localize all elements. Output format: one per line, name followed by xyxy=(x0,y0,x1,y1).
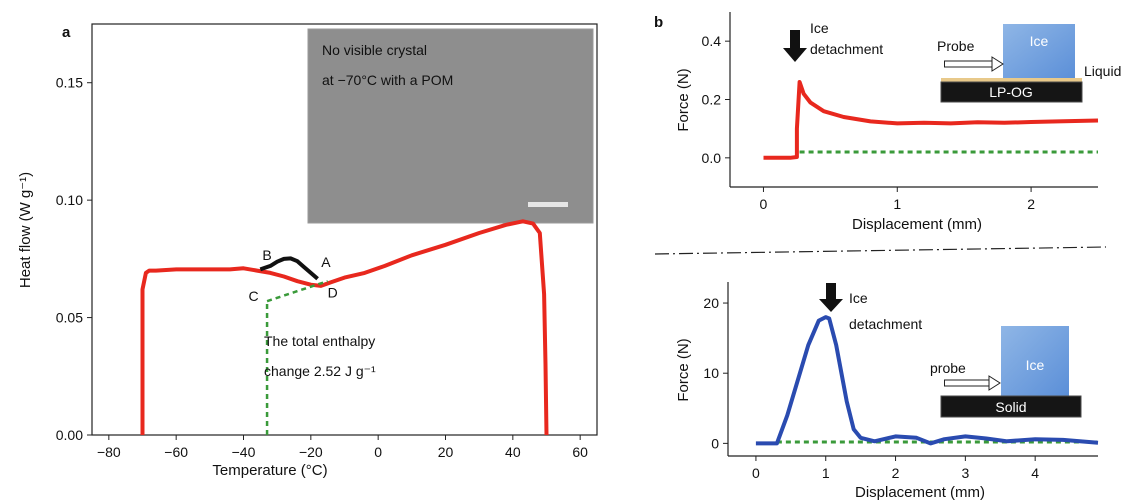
panel-b-upper-ticks: 0 1 2 0.0 0.2 0.4 xyxy=(702,33,1036,212)
panel-b-lower-y-tick-label: 0 xyxy=(711,435,719,451)
ice-block-lower xyxy=(1001,326,1069,396)
panel-b-upper-y-axis-label: Force (N) xyxy=(675,68,692,131)
panel-a-x-axis-label: Temperature (°C) xyxy=(212,462,327,479)
panel-b-upper-y-tick-label: 0.4 xyxy=(702,33,722,49)
panel-b-upper-y-tick-label: 0.2 xyxy=(702,92,722,108)
solid-schematic: Ice Solid probe xyxy=(930,326,1082,418)
inset-text-line-2: at −70°C with a POM xyxy=(322,72,453,88)
panel-b-lower-y-tick-label: 10 xyxy=(703,365,719,381)
enthalpy-annotation-line-1: The total enthalpy xyxy=(264,333,375,349)
panel-a-y-tick-label: 0.10 xyxy=(56,192,83,208)
panel-a-x-tick-label: 40 xyxy=(505,444,521,460)
panel-a-x-tick-label: 20 xyxy=(438,444,454,460)
solid-substrate xyxy=(940,395,1082,418)
point-label-a: A xyxy=(321,254,331,270)
panel-b-lower-ticks: 0 1 2 3 4 0 10 20 xyxy=(703,295,1039,481)
panel-b-upper-y-tick-label: 0.0 xyxy=(702,150,722,166)
panel-b-lower-x-tick-label: 4 xyxy=(1031,465,1039,481)
panel-b-upper-x-tick-label: 1 xyxy=(893,196,901,212)
probe-arrow-lower-icon xyxy=(988,375,1001,391)
panel-b-upper-series-line-0 xyxy=(763,80,1099,160)
panel-a-point-labels: B A C D xyxy=(249,247,338,304)
panel-b-lower-y-axis-label: Force (N) xyxy=(675,338,692,401)
arrow-label-lower-line-2: detachment xyxy=(849,316,922,332)
panel-b-lower-x-tick-label: 0 xyxy=(752,465,760,481)
lp-og-schematic: Ice LP-OG Probe Liquid xyxy=(937,24,1121,103)
point-label-d: D xyxy=(328,285,338,301)
panel-a-y-tick-label: 0.05 xyxy=(56,310,83,326)
point-label-c: C xyxy=(249,288,259,304)
baseline-cd xyxy=(266,279,329,303)
detachment-arrow-lower-icon xyxy=(819,283,843,312)
detachment-arrow-icon xyxy=(783,30,807,62)
panel-a-x-tick-label: −40 xyxy=(232,444,256,460)
scale-bar xyxy=(528,202,568,207)
panel-b-upper-x-axis-label: Displacement (mm) xyxy=(852,216,982,233)
panel-label-b: b xyxy=(654,14,663,31)
panel-a-y-axis-label: Heat flow (W g⁻¹) xyxy=(17,172,34,288)
enthalpy-annotation-line-2: change 2.52 J g⁻¹ xyxy=(264,363,376,379)
panel-a-x-tick-label: −20 xyxy=(299,444,323,460)
panel-a-x-tick-label: −60 xyxy=(164,444,188,460)
arrow-label-upper-line-2: detachment xyxy=(810,41,883,57)
pom-inset: No visible crystal at −70°C with a POM xyxy=(307,28,594,224)
liquid-label: Liquid xyxy=(1084,63,1121,79)
ice-block xyxy=(1003,24,1075,79)
liquid-layer xyxy=(941,78,1082,82)
panel-separator xyxy=(654,246,1107,255)
panel-a-x-tick-label: −80 xyxy=(97,444,121,460)
inset-text-line-1: No visible crystal xyxy=(322,42,427,58)
panel-b-lower-y-tick-label: 20 xyxy=(703,295,719,311)
panel-a-x-tick-label: 0 xyxy=(374,444,382,460)
ice-block-lower-label: Ice xyxy=(1026,357,1045,373)
panel-a-plot-area: No visible crystal at −70°C with a POM B… xyxy=(91,23,598,436)
point-label-b: B xyxy=(262,247,271,263)
arrow-label-upper-line-1: Ice xyxy=(810,20,829,36)
panel-b-upper-x-tick-label: 2 xyxy=(1027,196,1035,212)
panel-a-series-line-0 xyxy=(140,219,549,436)
panel-a-axes: −80 −60 −40 −20 0 20 40 60 0.00 0.05 0.10 0.15 xyxy=(56,75,588,460)
lp-og-substrate xyxy=(940,81,1083,103)
pom-inset-image xyxy=(307,28,594,224)
panel-b-upper-x-tick-label: 0 xyxy=(760,196,768,212)
panel-a-y-tick-label: 0.15 xyxy=(56,75,83,91)
probe-label-upper: Probe xyxy=(937,38,975,54)
panel-a-frame xyxy=(91,23,598,436)
panel-b-upper-series xyxy=(763,80,1099,160)
panel-b-lower-series-line-0 xyxy=(755,315,1099,446)
panel-a-y-tick-label: 0.00 xyxy=(56,427,83,443)
ice-block-label: Ice xyxy=(1030,33,1049,49)
panel-b-lower-x-tick-label: 3 xyxy=(961,465,969,481)
substrate-label-lp-og: LP-OG xyxy=(989,84,1033,100)
panel-b-lower-x-tick-label: 1 xyxy=(822,465,830,481)
substrate-label-solid: Solid xyxy=(995,399,1026,415)
panel-b-upper: b 0 1 2 0.0 0.2 0.4 Displacement (mm) Force (… xyxy=(654,12,1121,233)
panel-b-lower-x-axis-label: Displacement (mm) xyxy=(855,484,985,501)
panel-a-series-line-1 xyxy=(259,256,319,281)
panel-a: a No visible crystal at −70°C with a POM… xyxy=(17,23,598,479)
panel-a-series xyxy=(140,219,549,436)
probe-arrow-icon xyxy=(991,56,1004,72)
panel-b-lower-x-tick-label: 2 xyxy=(892,465,900,481)
arrow-label-lower-line-1: Ice xyxy=(849,290,868,306)
panel-label-a: a xyxy=(62,24,71,41)
panel-b-lower-series xyxy=(755,315,1099,446)
panel-a-x-tick-label: 60 xyxy=(572,444,588,460)
probe-label-lower: probe xyxy=(930,360,966,376)
panel-b-lower: 0 1 2 3 4 0 10 20 Displacement (mm) Force (N) I… xyxy=(675,282,1099,501)
